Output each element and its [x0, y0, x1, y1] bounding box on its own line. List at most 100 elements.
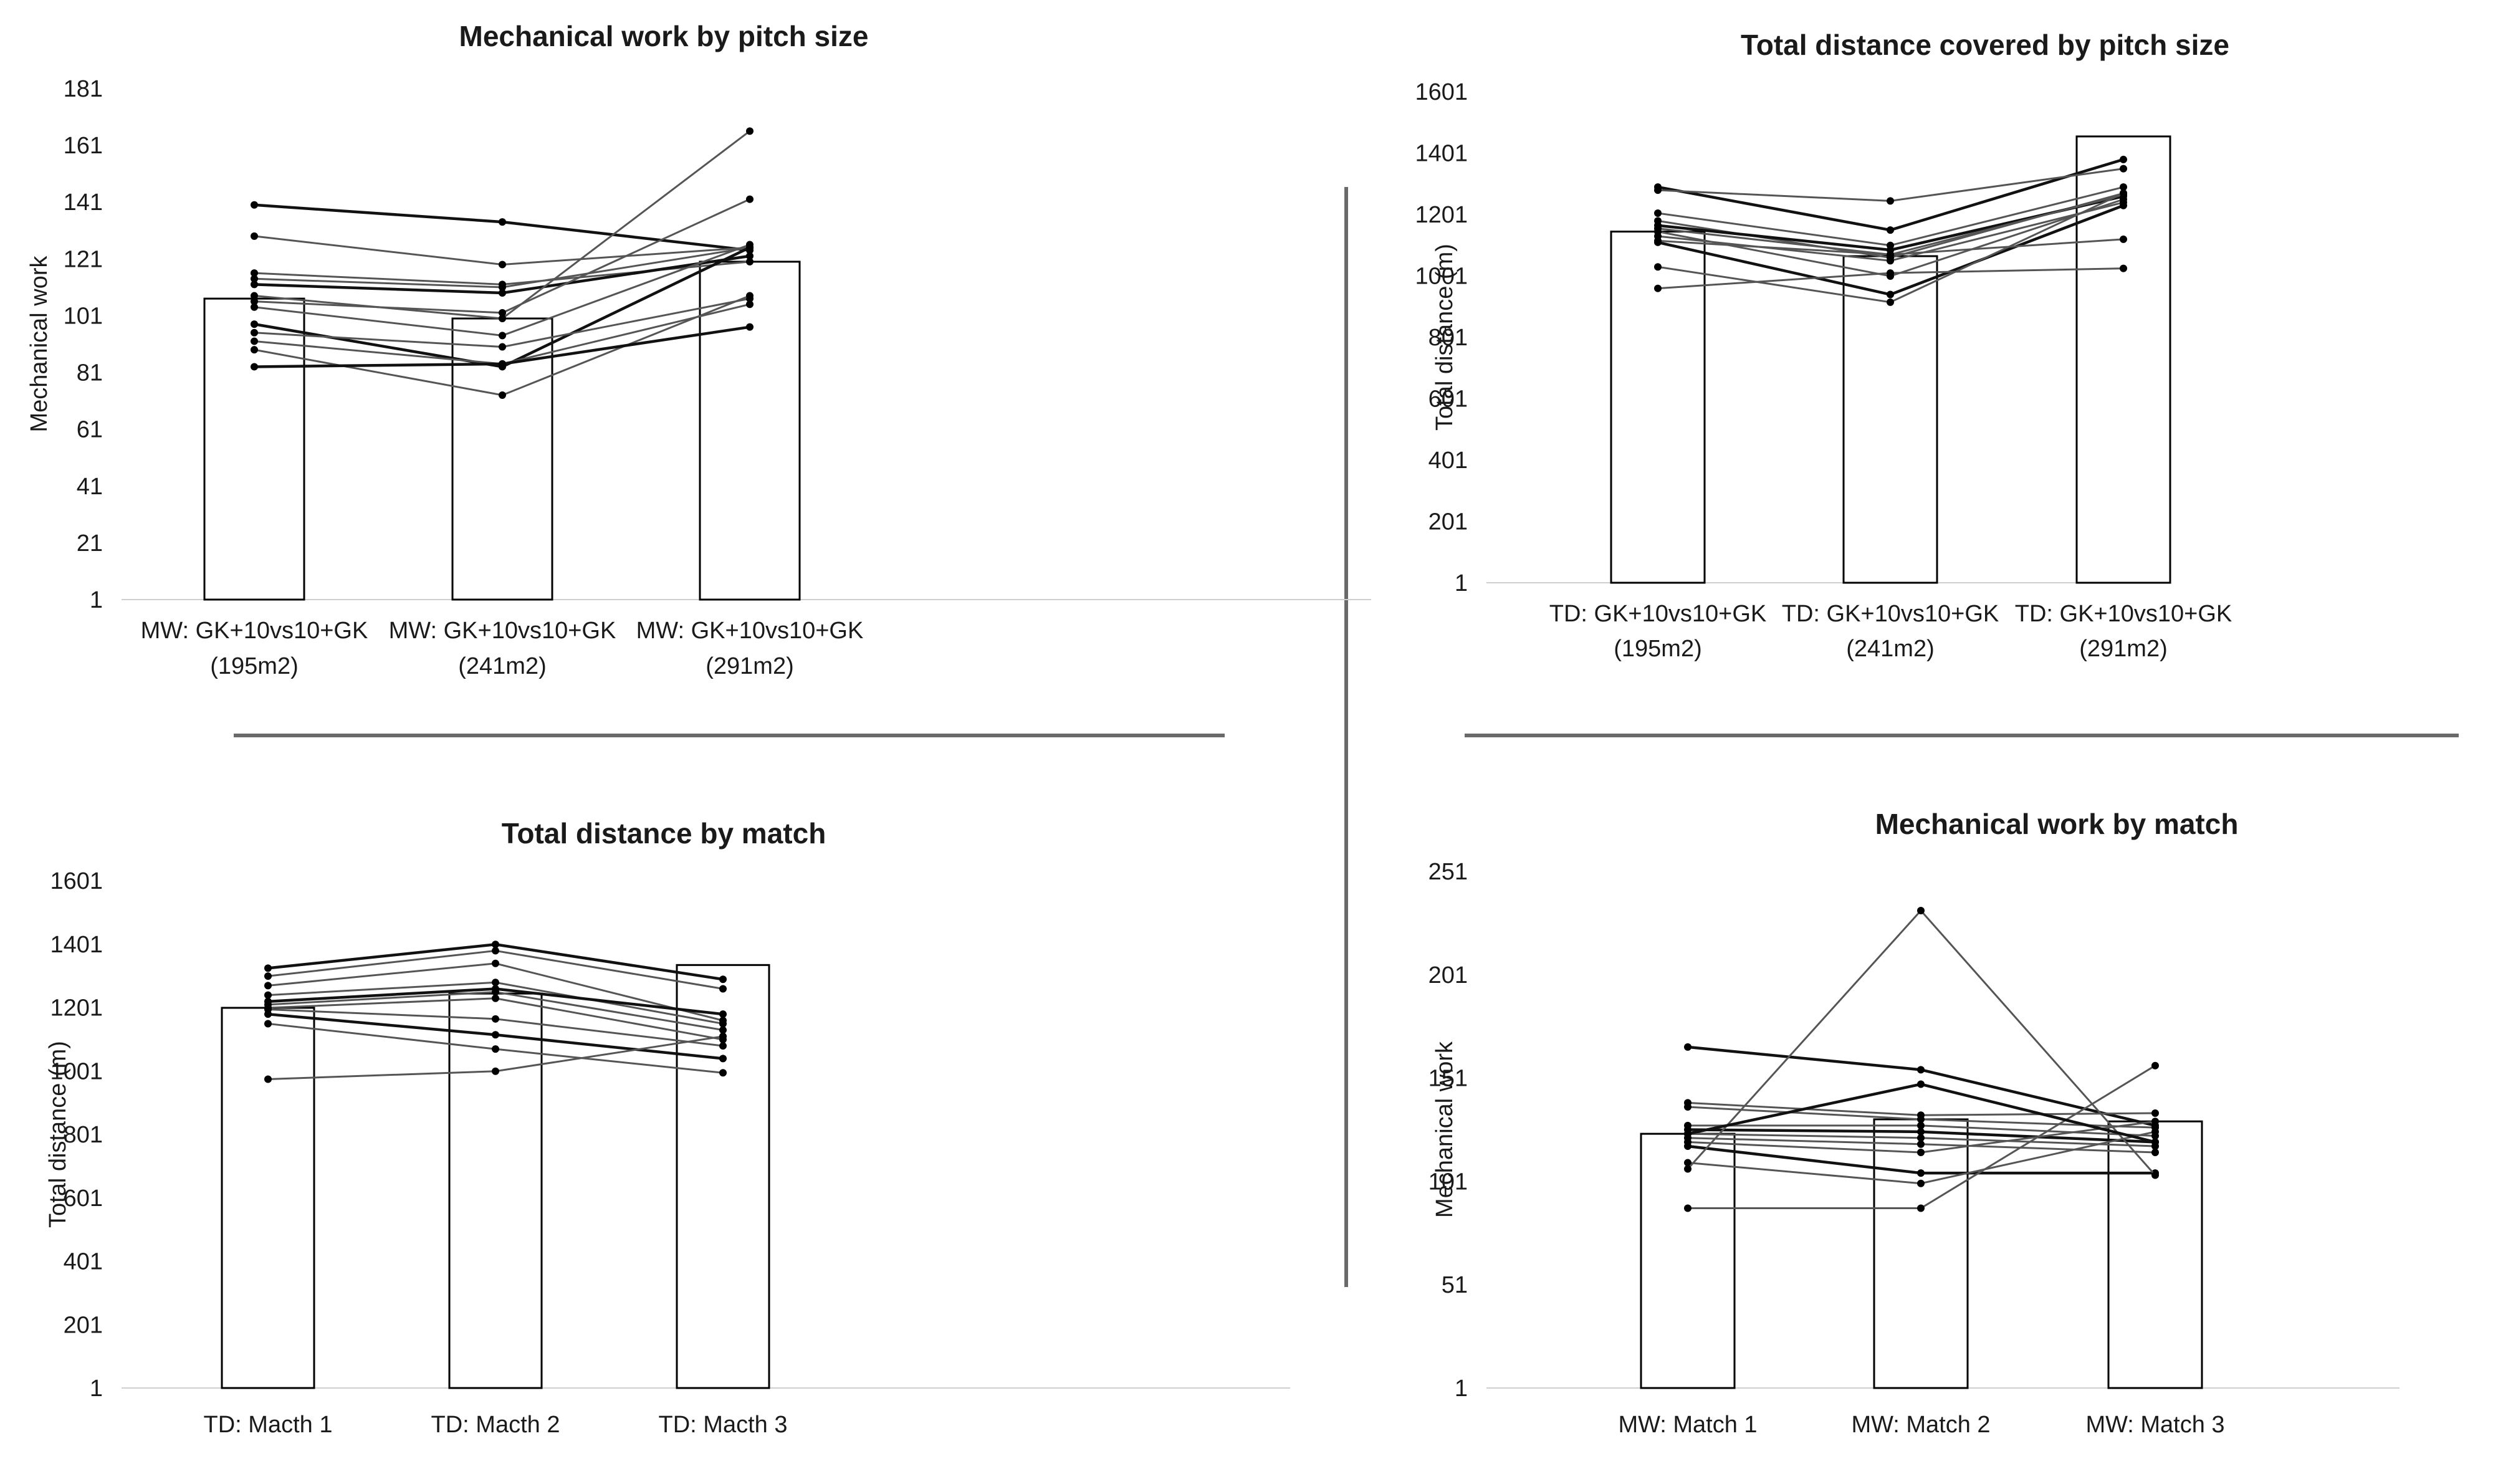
y-tick-label: 251: [1428, 859, 1468, 885]
individual-point: [251, 363, 258, 371]
individual-point: [1917, 1121, 1925, 1129]
individual-point: [1917, 1066, 1925, 1074]
individual-point: [1684, 1043, 1692, 1051]
individual-point: [492, 979, 499, 987]
individual-point: [2120, 155, 2127, 163]
individual-point: [746, 252, 754, 260]
x-category-label: MW: GK+10vs10+GK: [636, 618, 864, 644]
y-tick-label: 401: [1428, 448, 1468, 474]
x-category-label: (241m2): [458, 653, 547, 679]
individual-point: [2120, 165, 2127, 173]
individual-line: [1657, 168, 2124, 202]
chart-total-distance-by-match: Total distance by match12014016018011001…: [45, 817, 1290, 1438]
individual-point: [2120, 183, 2127, 191]
bar: [221, 1007, 315, 1389]
y-tick-label: 101: [1428, 1169, 1468, 1195]
chart-title: Total distance covered by pitch size: [1741, 29, 2229, 61]
individual-point: [499, 289, 506, 297]
individual-point: [746, 300, 754, 309]
x-category-label: MW: Match 1: [1618, 1412, 1757, 1438]
individual-point: [1917, 907, 1925, 915]
individual-point: [719, 985, 727, 993]
individual-point: [264, 991, 272, 999]
individual-point: [499, 283, 506, 291]
individual-point: [1887, 226, 1894, 234]
individual-point: [1887, 251, 1894, 259]
y-tick-label: 1401: [1415, 141, 1468, 167]
individual-point: [499, 315, 506, 322]
y-tick-label: 801: [64, 1122, 103, 1148]
individual-point: [264, 964, 272, 972]
y-tick-label: 601: [64, 1185, 103, 1212]
individual-point: [251, 337, 258, 345]
individual-point: [1917, 1115, 1925, 1123]
y-axis-label: Mechanical work: [1432, 1041, 1458, 1218]
chart-total-distance-by-pitch-size: Total distance covered by pitch size 1201…: [1415, 29, 2232, 662]
individual-point: [2151, 1138, 2159, 1146]
individual-point: [492, 941, 499, 949]
individual-point: [1917, 1080, 1925, 1088]
individual-point: [746, 323, 754, 331]
individual-point: [2120, 235, 2127, 243]
individual-point: [1887, 269, 1894, 277]
individual-point: [2151, 1061, 2159, 1070]
bar: [2107, 1120, 2203, 1389]
individual-point: [264, 972, 272, 980]
x-category-label: TD: GK+10vs10+GK: [1782, 601, 1999, 627]
individual-point: [1887, 197, 1894, 205]
individual-point: [251, 201, 258, 209]
individual-point: [719, 1055, 727, 1063]
individual-point: [1684, 1103, 1692, 1111]
individual-point: [1917, 1204, 1925, 1212]
individual-point: [1917, 1134, 1925, 1142]
individual-point: [1887, 298, 1894, 306]
y-tick-label: 1: [90, 1376, 103, 1402]
individual-point: [251, 303, 258, 311]
individual-point: [499, 261, 506, 269]
y-axis-label: Total distance (m): [45, 1041, 71, 1228]
individual-point: [1654, 263, 1662, 271]
individual-point: [746, 244, 754, 252]
x-category-label: MW: Match 3: [2085, 1412, 2224, 1438]
y-tick-label: 101: [64, 303, 103, 329]
individual-point: [492, 1015, 499, 1023]
individual-point: [2120, 201, 2127, 209]
y-tick-label: 1: [1455, 1376, 1468, 1402]
individual-point: [499, 391, 506, 399]
x-category-label: (195m2): [210, 653, 299, 679]
x-category-label: TD: GK+10vs10+GK: [1549, 601, 1767, 627]
individual-point: [492, 994, 499, 1002]
individual-point: [251, 346, 258, 354]
y-tick-label: 1201: [1415, 202, 1468, 228]
x-category-label: TD: Macth 3: [659, 1412, 788, 1438]
bar: [699, 261, 801, 601]
individual-point: [719, 975, 727, 984]
y-tick-label: 1601: [1415, 79, 1468, 105]
individual-point: [251, 232, 258, 240]
individual-point: [251, 320, 258, 328]
individual-point: [264, 1020, 272, 1028]
individual-point: [499, 360, 506, 368]
bar: [1873, 1118, 1969, 1389]
individual-point: [2151, 1171, 2159, 1179]
y-tick-label: 201: [1428, 509, 1468, 535]
individual-point: [1917, 1179, 1925, 1187]
individual-point: [499, 332, 506, 340]
y-tick-label: 81: [77, 360, 103, 386]
x-category-label: MW: GK+10vs10+GK: [389, 618, 616, 644]
individual-point: [1917, 1148, 1925, 1156]
individual-point: [492, 959, 499, 967]
bar: [1610, 231, 1706, 584]
individual-point: [492, 1031, 499, 1039]
individual-point: [2151, 1148, 2159, 1156]
individual-point: [1684, 1204, 1692, 1212]
y-tick-label: 151: [1428, 1066, 1468, 1092]
individual-point: [746, 195, 754, 203]
individual-point: [719, 1032, 727, 1040]
y-tick-label: 21: [77, 530, 103, 557]
individual-point: [719, 1010, 727, 1018]
x-category-label: TD: GK+10vs10+GK: [2015, 601, 2232, 627]
y-axis-label: Total distance (m): [1432, 244, 1458, 431]
individual-point: [2151, 1109, 2159, 1117]
